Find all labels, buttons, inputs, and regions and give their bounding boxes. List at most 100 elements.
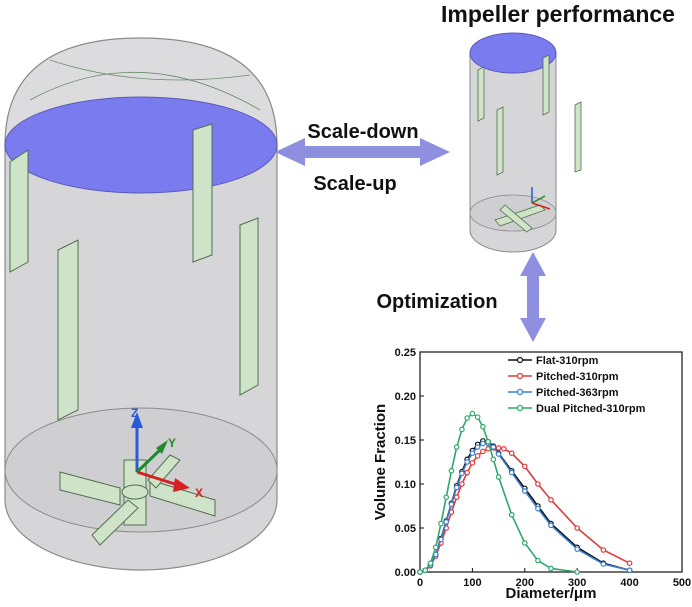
data-point — [438, 536, 444, 543]
y-tick-label: 0.15 — [395, 435, 416, 447]
data-point — [480, 423, 486, 430]
y-tick-label: 0.25 — [395, 347, 416, 359]
small-tank — [469, 32, 582, 253]
y-tick-label: 0.20 — [395, 391, 416, 403]
data-point — [548, 565, 554, 572]
x-tick-label: 300 — [568, 577, 586, 589]
large-impeller-blade — [91, 499, 139, 546]
data-point — [495, 474, 502, 480]
data-point — [469, 450, 476, 457]
data-point — [535, 557, 541, 564]
large-baffle — [57, 239, 79, 421]
data-point — [448, 501, 455, 508]
large-impeller-blade — [59, 471, 121, 506]
legend-entry: Pitched-310rpm — [508, 371, 619, 383]
y-axis-line — [135, 446, 164, 474]
legend-label: Pitched-363rpm — [536, 387, 619, 399]
optimization-label: Optimization — [376, 291, 497, 313]
x-tick-label: 200 — [516, 577, 534, 589]
scale-up-label: Scale-up — [313, 173, 396, 195]
data-point — [501, 445, 507, 452]
data-point — [474, 414, 481, 420]
x-axis-line — [136, 470, 179, 487]
x-tick-label: 0 — [417, 577, 423, 589]
large-baffle — [9, 149, 29, 273]
x-arrow-icon — [173, 478, 190, 492]
optimization-arrow — [520, 252, 546, 342]
x-tick-label: 100 — [463, 577, 481, 589]
small-impeller-blade — [499, 204, 533, 233]
legend-marker — [516, 404, 524, 412]
data-point — [464, 469, 470, 476]
small-baffle — [477, 66, 485, 122]
y-tick-label: 0.10 — [395, 479, 416, 491]
axis-triad: Z Y X — [131, 406, 203, 500]
double-arrow-icon — [275, 138, 450, 166]
large-tank-dome-arc-2 — [29, 71, 261, 111]
y-tick-label: 0.05 — [395, 523, 416, 535]
data-point — [626, 567, 633, 574]
large-impeller-blade — [149, 479, 216, 517]
data-point — [548, 497, 554, 503]
y-arrow-icon — [156, 440, 168, 454]
legend-entry: Flat-310rpm — [508, 355, 599, 367]
legend-label: Pitched-310rpm — [536, 371, 619, 383]
data-point — [521, 488, 528, 494]
data-point — [443, 519, 450, 525]
y-axis-title: Volume Fraction — [372, 404, 389, 520]
legend-label: Dual Pitched-310rpm — [536, 403, 646, 415]
data-point — [495, 451, 502, 457]
data-point — [490, 456, 497, 463]
data-point — [422, 567, 429, 574]
data-point — [508, 450, 515, 457]
large-impeller-blade — [147, 454, 181, 489]
x-axis-title: Diameter/μm — [506, 585, 597, 602]
data-point — [464, 415, 470, 421]
legend-label: Flat-310rpm — [536, 355, 599, 367]
small-baffle — [496, 106, 504, 176]
small-baffle — [542, 54, 550, 116]
data-point — [438, 520, 444, 527]
data-point — [469, 460, 476, 466]
x-tick-label: 500 — [673, 577, 691, 589]
data-point — [485, 438, 491, 445]
scale-arrow — [275, 138, 450, 166]
data-point — [508, 511, 515, 518]
y-axis-label: Y — [168, 436, 176, 450]
legend-marker — [516, 372, 524, 380]
large-baffle — [239, 217, 259, 396]
data-point — [459, 470, 465, 477]
data-point — [432, 544, 439, 551]
data-point — [495, 445, 502, 451]
small-impeller-blade — [494, 204, 546, 227]
data-point — [626, 560, 633, 567]
data-point — [459, 481, 465, 487]
large-tank — [4, 37, 278, 571]
data-point — [521, 463, 528, 470]
legend-marker — [516, 356, 524, 364]
data-point — [464, 459, 470, 465]
data-point — [574, 525, 581, 531]
legend-marker — [516, 388, 524, 396]
data-point — [600, 561, 607, 567]
large-tank-dome-arc — [49, 59, 251, 81]
data-point — [535, 505, 541, 512]
data-point — [490, 444, 497, 450]
data-point — [453, 444, 460, 450]
legend-entry: Dual Pitched-310rpm — [508, 403, 646, 415]
data-point — [508, 469, 515, 476]
legend-entry: Pitched-363rpm — [508, 387, 619, 399]
large-liquid-surface — [4, 96, 278, 194]
large-baffle — [192, 123, 213, 263]
data-point — [535, 481, 541, 487]
large-hub — [121, 484, 149, 500]
data-point — [453, 494, 460, 501]
data-point — [469, 410, 476, 417]
data-point — [443, 494, 450, 501]
data-point — [427, 560, 434, 567]
data-point — [480, 440, 486, 447]
y-tick-label: 0.00 — [395, 567, 416, 579]
z-arrow-icon — [131, 412, 143, 428]
data-point — [448, 467, 455, 474]
